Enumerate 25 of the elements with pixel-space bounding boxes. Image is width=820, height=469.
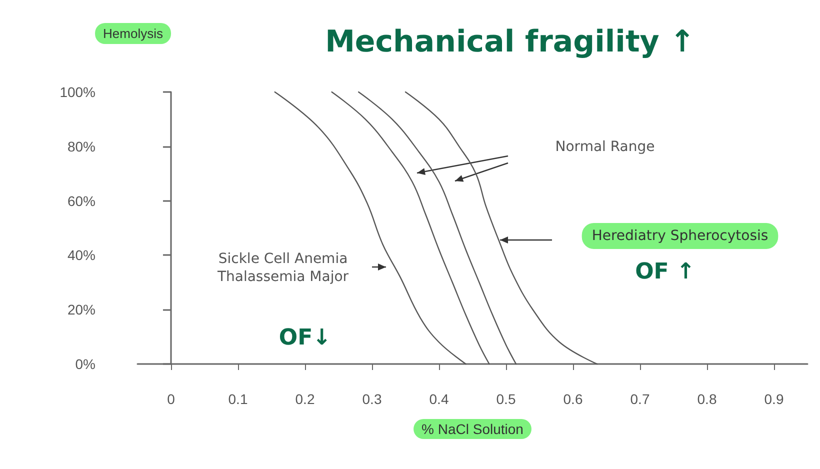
x-tick-label: 0.8 [697,391,717,407]
y-tick-label: 60% [67,192,96,209]
annotation: OF ↑ [635,260,695,284]
annotation: Sickle Cell Anemia Thalassemia Major [216,251,349,285]
x-tick-label: 0 [167,391,176,407]
x-tick-label: 0.2 [295,391,315,407]
x-tick-label: 0.7 [630,391,650,407]
annotation: OF↓ [278,326,332,350]
line-series [358,91,517,365]
x-tick-label: 0.4 [429,391,449,407]
text: Mechanical fragility ↑ [325,24,695,60]
y-tick-label: 40% [67,247,96,264]
y-tick-label: 20% [67,302,96,318]
x-tick-label: 0.1 [228,391,248,407]
annotation: Normal Range [555,139,655,155]
y-axis-title: Hemolysis [103,26,164,41]
y-tick-label: 80% [67,138,96,154]
x-tick-label: 0.5 [496,391,516,407]
y-tick-label: 0% [75,356,96,372]
x-axis-title: % NaCl Solution [422,421,524,437]
x-tick-label: 0.6 [563,391,583,407]
y-tick-label: 100% [60,84,96,100]
x-tick-label: 0.9 [764,391,784,407]
x-tick-label: 0.3 [362,391,382,407]
annotation: Herediatry Spherocytosis [592,228,768,244]
